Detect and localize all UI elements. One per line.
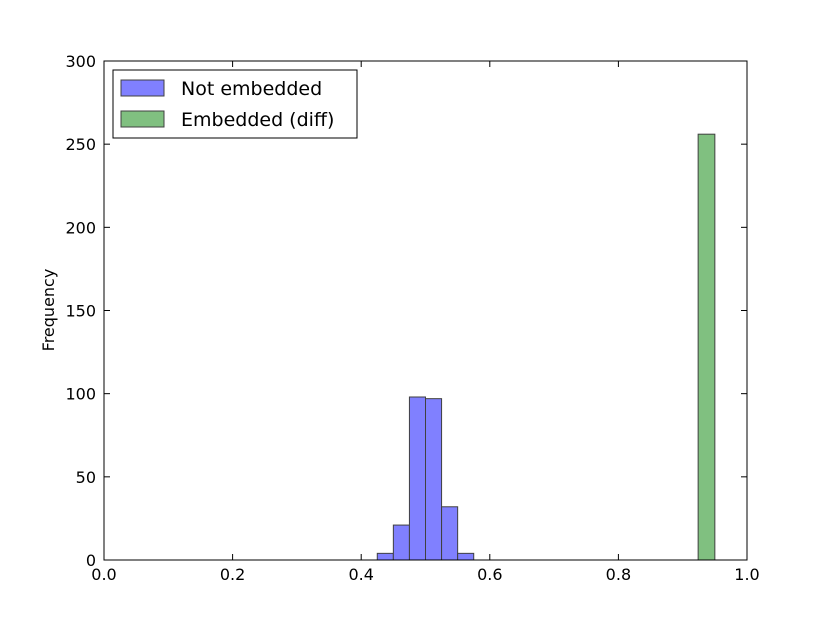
y-tick-label: 0	[86, 551, 96, 570]
y-tick-label: 300	[65, 52, 96, 71]
bar	[441, 506, 459, 561]
x-tick-label: 0.2	[220, 565, 245, 584]
legend-swatch	[120, 79, 165, 97]
bar	[457, 552, 475, 561]
x-tick-label: 0.0	[91, 565, 116, 584]
legend-label: Embedded (diff)	[181, 109, 334, 131]
x-tick-label: 0.8	[606, 565, 631, 584]
y-tick-label: 100	[65, 385, 96, 404]
plot-frame	[103, 60, 748, 561]
x-tick-label: 1.0	[734, 565, 759, 584]
bar	[425, 398, 443, 561]
y-tick-label: 50	[76, 468, 96, 487]
y-axis-label: Frequency	[39, 269, 58, 352]
y-tick-label: 200	[65, 218, 96, 237]
bar	[392, 524, 410, 561]
y-tick-label: 250	[65, 135, 96, 154]
x-tick-label: 0.4	[348, 565, 373, 584]
x-tick-label: 0.6	[477, 565, 502, 584]
legend-label: Not embedded	[181, 78, 322, 100]
bar	[697, 133, 716, 561]
bar	[408, 396, 426, 561]
legend-swatch	[120, 110, 165, 128]
bar	[376, 552, 394, 561]
y-tick-label: 150	[65, 302, 96, 321]
